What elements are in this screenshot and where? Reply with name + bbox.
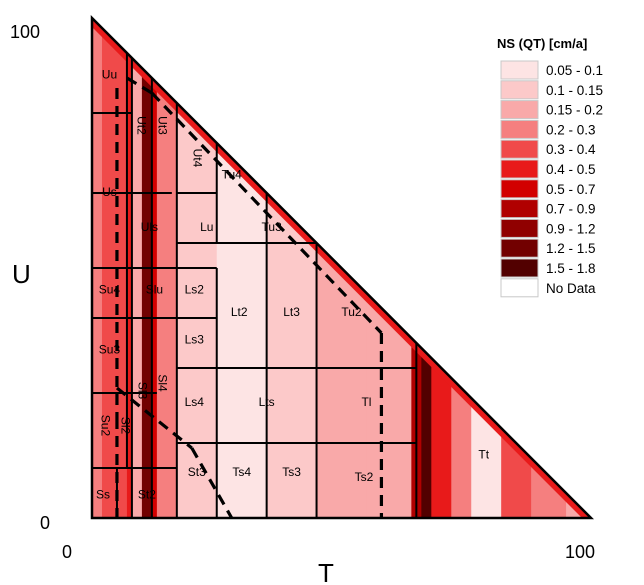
region-label-ut2: Ut2 xyxy=(135,116,149,135)
legend-label-8: 0.9 - 1.2 xyxy=(546,221,596,236)
region-label-sl2: Sl2 xyxy=(118,417,132,435)
heat-band-13 xyxy=(421,18,432,518)
legend-swatch-5 xyxy=(500,159,539,179)
legend-label-1: 0.1 - 0.15 xyxy=(546,83,603,98)
legend-label-10: 1.5 - 1.8 xyxy=(546,261,596,276)
y-tick-min: 0 xyxy=(40,513,50,533)
legend-label-11: No Data xyxy=(546,281,596,296)
region-label-slu: Slu xyxy=(146,283,163,297)
region-label-tt: Tt xyxy=(478,448,489,462)
region-label-tu4: Tu4 xyxy=(222,168,243,182)
legend-swatch-9 xyxy=(500,238,539,258)
legend-label-3: 0.2 - 0.3 xyxy=(546,122,596,137)
region-label-uu: Uu xyxy=(102,68,117,82)
legend: NS (QT) [cm/a] 0.05 - 0.1 0.1 - 0.15 0.15 … xyxy=(497,36,603,298)
legend-swatch-6 xyxy=(500,179,539,199)
legend-swatch-4 xyxy=(500,139,539,159)
region-label-st3: St3 xyxy=(188,465,206,479)
legend-label-6: 0.5 - 0.7 xyxy=(546,182,596,197)
texture-class-boundaries xyxy=(92,53,418,518)
legend-swatch-11 xyxy=(500,278,539,298)
texture-class-labels: Uu Ut2 Ut3 Ut4 Tu4 Us Uls Lu Tu3 Su4 Slu Ls2 Lt2 Lt3 T… xyxy=(96,68,490,502)
dashed-line-2 xyxy=(126,76,153,95)
legend-swatch-8 xyxy=(500,218,539,238)
region-label-tu2: Tu2 xyxy=(341,305,362,319)
region-label-ut4: Ut4 xyxy=(191,149,205,168)
region-label-st2: St2 xyxy=(138,488,156,502)
dashed-line-6 xyxy=(190,447,234,519)
region-label-ls3: Ls3 xyxy=(185,333,205,347)
region-label-uls: Uls xyxy=(141,220,158,234)
region-label-ts3: Ts3 xyxy=(282,465,301,479)
region-label-su3: Su3 xyxy=(99,343,121,357)
region-label-ls4: Ls4 xyxy=(185,395,205,409)
dashed-group-boundaries xyxy=(115,76,384,519)
legend-label-4: 0.3 - 0.4 xyxy=(546,142,596,157)
region-label-us: Us xyxy=(102,185,117,199)
legend-title: NS (QT) [cm/a] xyxy=(497,36,587,51)
legend-label-0: 0.05 - 0.1 xyxy=(546,63,603,78)
y-tick-max: 100 xyxy=(10,22,40,42)
legend-label-7: 0.7 - 0.9 xyxy=(546,202,596,217)
legend-swatch-3 xyxy=(500,119,539,139)
region-label-tu3: Tu3 xyxy=(262,220,283,234)
heat-band-16 xyxy=(471,18,502,518)
region-label-sl4: Sl4 xyxy=(156,374,170,392)
legend-swatch-10 xyxy=(500,258,539,278)
legend-swatch-1 xyxy=(500,80,539,100)
y-axis-label: U xyxy=(12,259,31,289)
region-label-su4: Su4 xyxy=(99,283,121,297)
x-tick-max: 100 xyxy=(565,542,595,562)
region-label-lts: Lts xyxy=(259,395,275,409)
region-label-ts2: Ts2 xyxy=(355,470,374,484)
region-label-tl: Tl xyxy=(361,395,371,409)
legend-label-9: 1.2 - 1.5 xyxy=(546,241,596,256)
legend-swatch-2 xyxy=(500,100,539,120)
legend-label-5: 0.4 - 0.5 xyxy=(546,162,596,177)
region-label-ss: Ss xyxy=(96,488,110,502)
region-label-lt2: Lt2 xyxy=(231,305,248,319)
region-label-lt3: Lt3 xyxy=(283,305,300,319)
x-axis-label: T xyxy=(318,558,334,585)
legend-label-2: 0.15 - 0.2 xyxy=(546,103,603,118)
heat-band-15 xyxy=(451,18,472,518)
region-label-su2: Su2 xyxy=(98,415,112,437)
triangle-outline xyxy=(90,14,595,520)
region-label-ts4: Ts4 xyxy=(232,465,251,479)
region-label-ls2: Ls2 xyxy=(185,283,205,297)
legend-swatch-0 xyxy=(500,60,539,80)
dashed-line-3 xyxy=(150,91,383,335)
x-tick-min: 0 xyxy=(62,542,72,562)
region-label-ut3: Ut3 xyxy=(156,116,170,135)
heat-band-14 xyxy=(431,18,452,518)
region-label-lu: Lu xyxy=(200,220,213,234)
dashed-line-5 xyxy=(115,386,193,450)
region-label-sl3: Sl3 xyxy=(136,382,150,400)
legend-swatch-7 xyxy=(500,199,539,219)
